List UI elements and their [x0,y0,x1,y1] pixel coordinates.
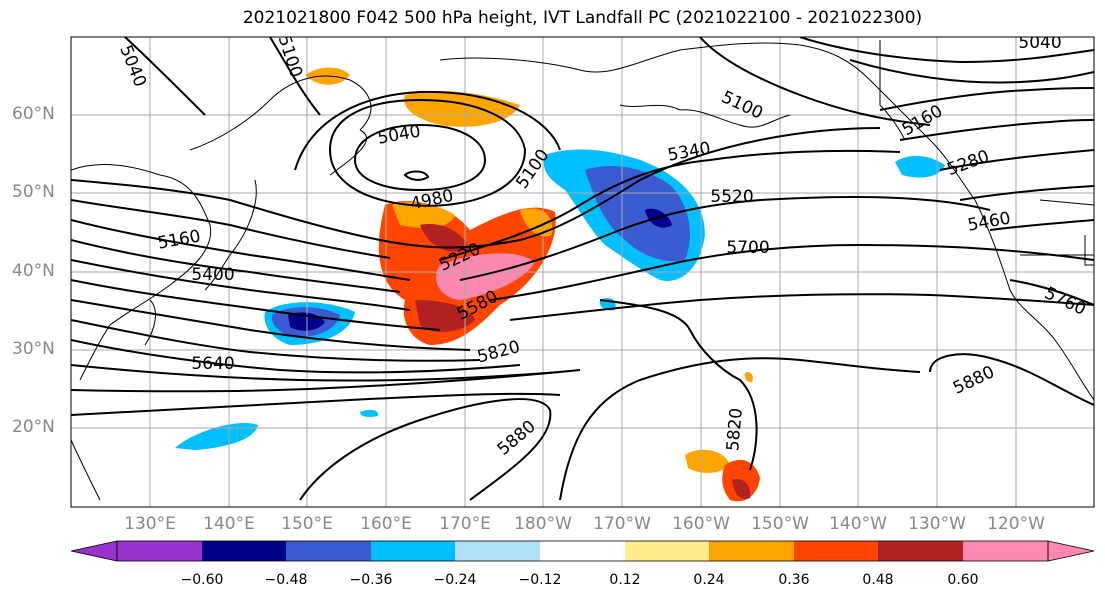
colorbar-bin [202,541,286,561]
colorbar-bin [117,541,202,561]
colorbar-tick-label: −0.60 [180,572,224,588]
colorbar-tick-label: 0.48 [862,572,894,588]
gridlines [71,37,1094,507]
colorbar-tick-label: −0.48 [264,572,308,588]
colorbar-bin [709,541,794,561]
map-area: 5040 5100 5040 4980 5100 5160 5400 5220 … [71,33,1094,507]
lat-label-60n: 60°N [12,104,55,124]
contour-label: 5040 [1018,33,1061,53]
lat-label-50n: 50°N [12,182,55,202]
colorbar-frame [116,540,1049,562]
lon-label: 140°W [829,514,887,534]
colorbar-tick-label: 0.12 [609,572,641,588]
lon-label: 140°E [203,514,255,534]
colorbar-bin [286,541,371,561]
map-title: 2021021800 F042 500 hPa height, IVT Land… [242,8,923,28]
contour-label: 5400 [191,265,234,285]
contour-label: 5520 [710,187,753,207]
colorbar-bin [540,541,625,561]
lon-label: 130°W [908,514,966,534]
colorbar-tick-label: 0.24 [693,572,725,588]
lon-label: 150°E [281,514,333,534]
contour-label: 5820 [723,407,747,452]
lon-label: 120°W [987,514,1045,534]
lon-label: 150°W [751,514,809,534]
colorbar-bin [625,541,709,561]
colorbar-tick-label: 0.60 [947,572,979,588]
colorbar-bin [794,541,878,561]
colorbar-tick-label: −0.24 [433,572,477,588]
lat-label-40n: 40°N [12,261,55,281]
lon-label: 160°W [672,514,730,534]
lat-label-20n: 20°N [12,417,55,437]
lon-label: 170°E [439,514,491,534]
height-contours [71,37,1094,501]
colorbar-arrow-left [70,540,118,562]
lon-label: 160°E [360,514,412,534]
colorbar-bin [371,541,455,561]
lon-label: 130°E [124,514,176,534]
colorbar-bin [878,541,963,561]
colorbar-tick-label: −0.36 [349,572,393,588]
map-frame [70,36,1095,508]
colorbar-arrow-right [1047,540,1095,562]
lon-label: 180°W [514,514,572,534]
colorbar-bin [455,541,540,561]
colorbar-bin [963,541,1048,561]
colorbar-tick-label: −0.12 [518,572,562,588]
coastlines [71,40,1094,501]
lon-label: 170°W [593,514,651,534]
colorbar [70,540,1095,562]
colorbar-tick-label: 0.36 [778,572,810,588]
contour-label: 5640 [191,354,234,374]
contour-label: 5700 [726,238,769,258]
lat-label-30n: 30°N [12,339,55,359]
